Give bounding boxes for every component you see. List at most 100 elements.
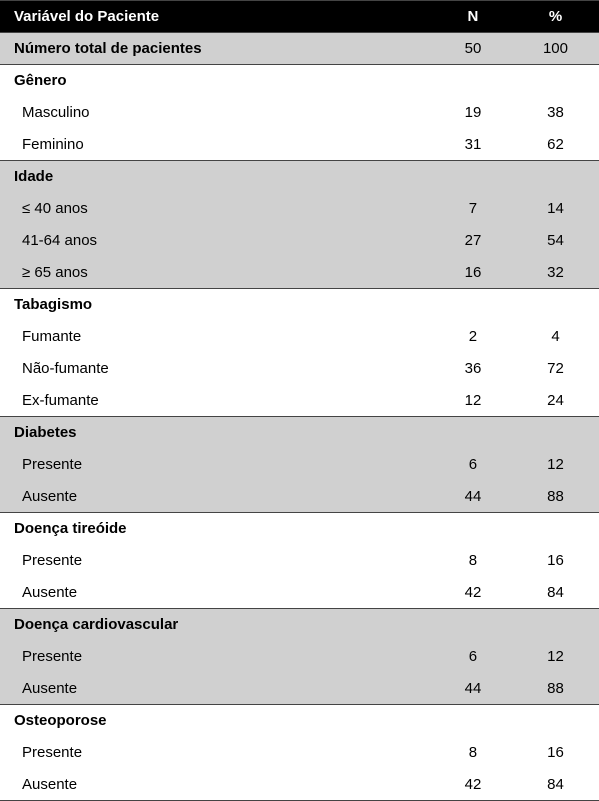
table-row: Presente 6 12 <box>0 449 599 481</box>
table-row: ≤ 40 anos 7 14 <box>0 193 599 225</box>
cell-pct: 16 <box>512 737 599 769</box>
cell-n: 6 <box>434 641 512 673</box>
section-title: Número total de pacientes <box>0 33 434 65</box>
cell-pct: 62 <box>512 129 599 161</box>
cell-n: 50 <box>434 33 512 65</box>
cell-n: 44 <box>434 481 512 513</box>
row-label: Presente <box>0 641 434 673</box>
table-row: Ausente 42 84 <box>0 577 599 609</box>
cell-pct <box>512 289 599 321</box>
table-row: ≥ 65 anos 16 32 <box>0 257 599 289</box>
cell-n: 8 <box>434 737 512 769</box>
cell-pct <box>512 65 599 97</box>
cell-n: 8 <box>434 545 512 577</box>
section-cardiovascular-header: Doença cardiovascular <box>0 609 599 641</box>
data-table: Variável do Paciente N % Número total de… <box>0 0 599 801</box>
cell-pct <box>512 417 599 449</box>
row-label: Ausente <box>0 673 434 705</box>
table-row: Presente 8 16 <box>0 737 599 769</box>
row-label: 41-64 anos <box>0 225 434 257</box>
table-row: Fumante 2 4 <box>0 321 599 353</box>
cell-n: 27 <box>434 225 512 257</box>
cell-n: 31 <box>434 129 512 161</box>
cell-pct: 14 <box>512 193 599 225</box>
table-row: Ex-fumante 12 24 <box>0 385 599 417</box>
cell-n: 6 <box>434 449 512 481</box>
col-header-pct: % <box>512 1 599 33</box>
row-label: Presente <box>0 737 434 769</box>
section-title: Doença tireóide <box>0 513 434 545</box>
col-header-n: N <box>434 1 512 33</box>
cell-pct: 88 <box>512 673 599 705</box>
cell-n: 42 <box>434 769 512 801</box>
row-label: Ex-fumante <box>0 385 434 417</box>
table-row: Masculino 19 38 <box>0 97 599 129</box>
section-title: Gênero <box>0 65 434 97</box>
cell-pct <box>512 609 599 641</box>
cell-pct: 100 <box>512 33 599 65</box>
cell-n: 36 <box>434 353 512 385</box>
cell-n: 44 <box>434 673 512 705</box>
cell-n <box>434 161 512 193</box>
row-label: ≥ 65 anos <box>0 257 434 289</box>
cell-n <box>434 289 512 321</box>
table-row: 41-64 anos 27 54 <box>0 225 599 257</box>
cell-n: 7 <box>434 193 512 225</box>
cell-pct <box>512 161 599 193</box>
cell-pct <box>512 705 599 737</box>
cell-pct: 84 <box>512 769 599 801</box>
cell-pct: 4 <box>512 321 599 353</box>
section-diabetes-header: Diabetes <box>0 417 599 449</box>
table-row: Presente 8 16 <box>0 545 599 577</box>
section-title: Tabagismo <box>0 289 434 321</box>
cell-pct <box>512 513 599 545</box>
row-label: ≤ 40 anos <box>0 193 434 225</box>
row-label: Presente <box>0 449 434 481</box>
cell-pct: 84 <box>512 577 599 609</box>
section-tireoide-header: Doença tireóide <box>0 513 599 545</box>
cell-pct: 16 <box>512 545 599 577</box>
table-row: Ausente 44 88 <box>0 673 599 705</box>
cell-pct: 88 <box>512 481 599 513</box>
table-row: Presente 6 12 <box>0 641 599 673</box>
section-genero-header: Gênero <box>0 65 599 97</box>
section-title: Osteoporose <box>0 705 434 737</box>
cell-n <box>434 65 512 97</box>
patient-variables-table: Variável do Paciente N % Número total de… <box>0 0 599 801</box>
cell-n: 42 <box>434 577 512 609</box>
cell-n: 2 <box>434 321 512 353</box>
table-row: Feminino 31 62 <box>0 129 599 161</box>
cell-pct: 24 <box>512 385 599 417</box>
section-title: Doença cardiovascular <box>0 609 434 641</box>
table-row: Não-fumante 36 72 <box>0 353 599 385</box>
table-row: Ausente 42 84 <box>0 769 599 801</box>
row-label: Presente <box>0 545 434 577</box>
section-osteoporose-header: Osteoporose <box>0 705 599 737</box>
section-title: Diabetes <box>0 417 434 449</box>
row-label: Ausente <box>0 481 434 513</box>
section-title: Idade <box>0 161 434 193</box>
cell-n <box>434 609 512 641</box>
col-header-variable: Variável do Paciente <box>0 1 434 33</box>
table-row: Ausente 44 88 <box>0 481 599 513</box>
cell-pct: 32 <box>512 257 599 289</box>
row-label: Ausente <box>0 769 434 801</box>
section-tabagismo-header: Tabagismo <box>0 289 599 321</box>
table-body: Número total de pacientes 50 100 Gênero … <box>0 33 599 801</box>
cell-n: 19 <box>434 97 512 129</box>
cell-pct: 12 <box>512 449 599 481</box>
row-label: Ausente <box>0 577 434 609</box>
cell-n <box>434 513 512 545</box>
section-total-row: Número total de pacientes 50 100 <box>0 33 599 65</box>
row-label: Feminino <box>0 129 434 161</box>
cell-n: 16 <box>434 257 512 289</box>
table-header-row: Variável do Paciente N % <box>0 1 599 33</box>
section-idade-header: Idade <box>0 161 599 193</box>
cell-n <box>434 417 512 449</box>
cell-pct: 12 <box>512 641 599 673</box>
row-label: Masculino <box>0 97 434 129</box>
cell-pct: 72 <box>512 353 599 385</box>
cell-pct: 38 <box>512 97 599 129</box>
cell-pct: 54 <box>512 225 599 257</box>
row-label: Não-fumante <box>0 353 434 385</box>
